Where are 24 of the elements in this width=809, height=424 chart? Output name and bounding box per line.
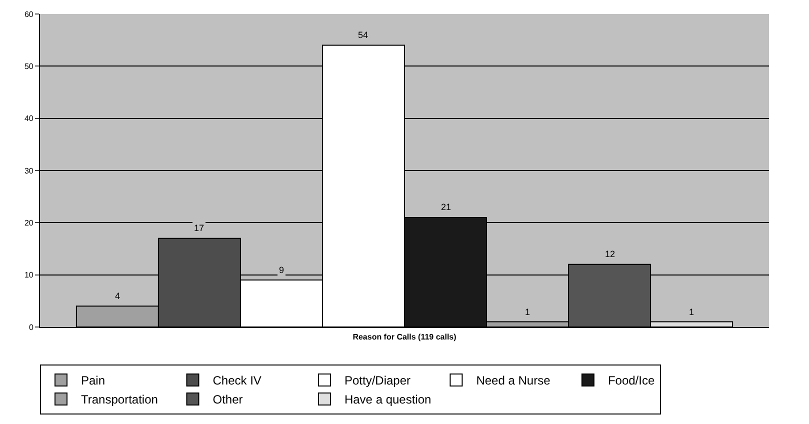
legend-label: Transportation — [81, 392, 158, 407]
data-label: 1 — [525, 307, 530, 317]
data-label: 1 — [689, 307, 694, 317]
legend-label: Have a question — [344, 392, 432, 407]
x-axis-title: Reason for Calls (119 calls) — [352, 332, 457, 342]
legend-label: Need a Nurse — [476, 374, 551, 388]
legend-label: Potty/Diaper — [344, 374, 410, 388]
data-label: 54 — [358, 30, 368, 40]
y-tick-label: 30 — [24, 166, 34, 176]
data-label: 21 — [441, 202, 452, 212]
y-tick-label: 20 — [24, 218, 34, 228]
legend-label: Food/Ice — [608, 374, 655, 388]
y-tick-label: 60 — [24, 10, 34, 19]
legend-label: Other — [212, 392, 243, 407]
y-tick-label: 40 — [24, 114, 34, 124]
y-tick-label: 10 — [24, 270, 34, 280]
legend-label: Pain — [81, 374, 106, 388]
y-tick-label: 0 — [28, 322, 34, 332]
data-label: 9 — [279, 265, 284, 275]
data-label: 4 — [115, 291, 120, 301]
data-label: 12 — [605, 249, 616, 259]
legend-label: Check IV — [212, 374, 262, 388]
data-label: 17 — [194, 223, 204, 233]
y-tick-label: 50 — [24, 62, 34, 71]
